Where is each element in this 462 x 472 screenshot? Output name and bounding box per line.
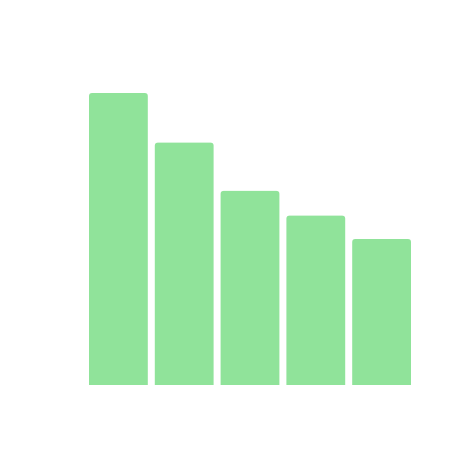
bars-group — [89, 93, 411, 385]
bar-5 — [352, 239, 411, 385]
bar-4 — [286, 215, 346, 385]
bar-3 — [220, 190, 280, 385]
bar-1 — [89, 93, 148, 385]
bar-2 — [154, 142, 214, 385]
